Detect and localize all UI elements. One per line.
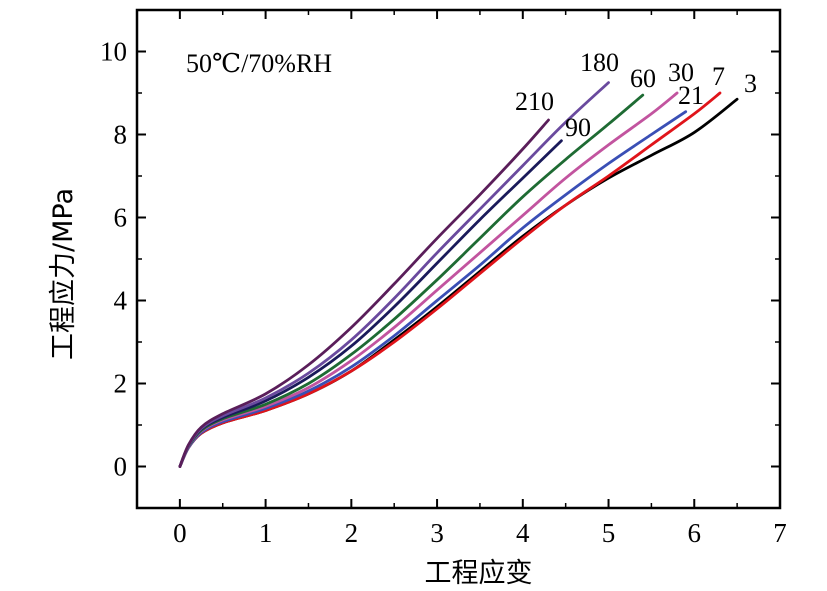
x-axis-title: 工程应变 (425, 558, 533, 589)
axis-ticks (137, 10, 781, 508)
y-tick-label: 0 (114, 452, 128, 482)
y-tick-label: 6 (114, 203, 128, 233)
x-tick-label: 6 (688, 518, 702, 548)
x-tick-label: 1 (259, 518, 273, 548)
series-line-210 (178, 118, 550, 468)
x-tick-label: 2 (345, 518, 359, 548)
series-label-60: 60 (630, 64, 656, 93)
series-label-210: 210 (515, 87, 554, 116)
condition-annotation: 50℃/70%RH (186, 49, 332, 78)
series-label-7: 7 (712, 62, 725, 91)
x-tick-label: 3 (430, 518, 444, 548)
series-label-30: 30 (668, 58, 694, 87)
x-tick-label: 5 (602, 518, 616, 548)
x-tick-label: 0 (173, 518, 187, 548)
series-label-180: 180 (580, 48, 619, 77)
y-tick-label: 4 (114, 286, 128, 316)
x-tick-label: 7 (773, 518, 787, 548)
axis-tick-labels: 0 1 2 3 4 5 6 7 0 2 4 6 8 10 (100, 37, 787, 549)
series-label-3: 3 (744, 69, 757, 98)
series-label-90: 90 (565, 113, 591, 142)
y-tick-label: 10 (100, 37, 127, 67)
series-label-21: 21 (678, 81, 704, 110)
x-tick-label: 4 (516, 518, 530, 548)
y-tick-label: 2 (114, 369, 128, 399)
series-layer (178, 81, 739, 468)
series-line-30 (178, 91, 679, 468)
y-tick-label: 8 (114, 120, 128, 150)
y-axis-title: 工程应力/MPa (48, 188, 79, 360)
